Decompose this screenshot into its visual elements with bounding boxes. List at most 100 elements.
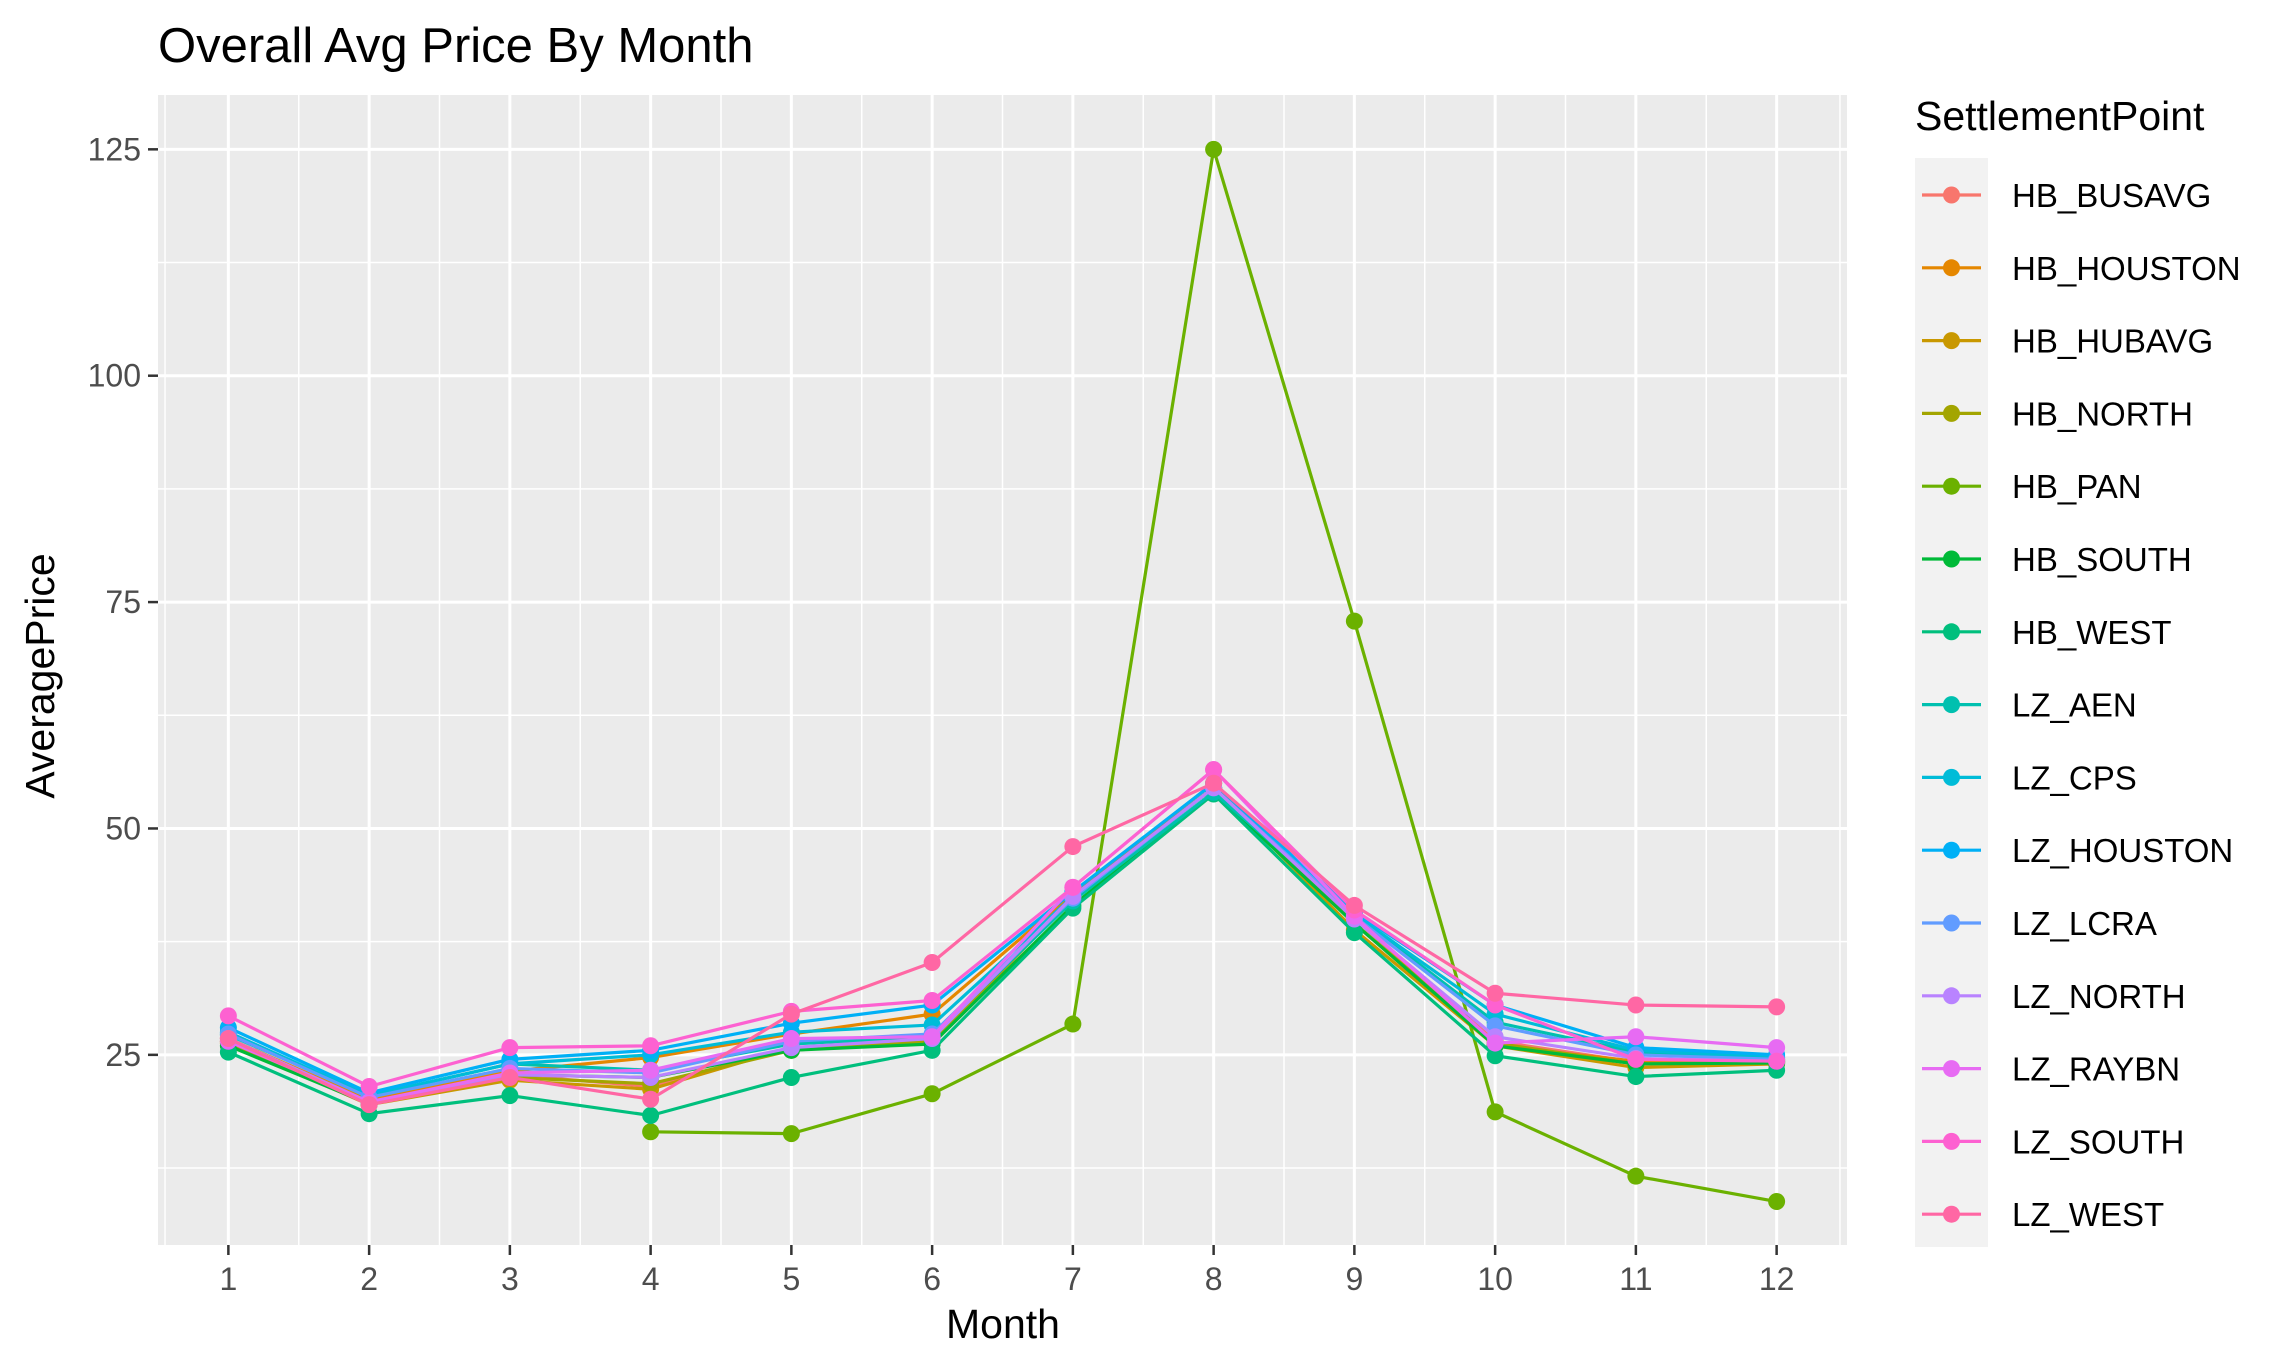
legend-item: LZ_CPS (1922, 759, 2137, 796)
legend-label: LZ_WEST (2012, 1196, 2164, 1233)
x-tick-label: 12 (1759, 1261, 1795, 1297)
y-tick-label: 100 (88, 358, 141, 394)
data-point (642, 1037, 660, 1055)
legend-key-point (1943, 404, 1960, 422)
y-axis-title: AveragePrice (17, 553, 63, 798)
legend-item: HB_HUBAVG (1922, 323, 2213, 360)
x-tick-label: 7 (1064, 1261, 1082, 1297)
data-point (360, 1078, 378, 1096)
legend-label: LZ_HOUSTON (2012, 832, 2233, 869)
legend-key-point (1943, 768, 1960, 786)
data-point (642, 1123, 660, 1141)
legend-label: LZ_AEN (2012, 687, 2137, 724)
data-point (1205, 774, 1223, 792)
data-point (1627, 1028, 1645, 1046)
x-tick-label: 10 (1477, 1261, 1513, 1297)
legend-key-point (1943, 623, 1960, 641)
legend-key-point (1943, 696, 1960, 714)
data-point (1205, 761, 1223, 779)
data-point (360, 1096, 378, 1114)
series-layer (219, 140, 1786, 1211)
legend-key-point (1943, 1060, 1960, 1078)
data-point (782, 1005, 800, 1023)
series-line (227, 781, 1777, 1107)
data-point (1627, 996, 1645, 1014)
x-axis: 1 2 3 4 5 6 7 8 9 10 11 12 (219, 1245, 1794, 1297)
chart-title: Overall Avg Price By Month (158, 19, 754, 73)
legend-label: HB_HOUSTON (2012, 250, 2241, 287)
data-point (1627, 1167, 1645, 1185)
legend-key-point (1943, 550, 1960, 568)
data-point (1486, 1103, 1504, 1121)
legend-item: LZ_LCRA (1922, 905, 2157, 942)
legend-key-point (1943, 914, 1960, 932)
data-point (1345, 896, 1363, 914)
legend-label: LZ_SOUTH (2012, 1123, 2184, 1160)
x-tick-label: 1 (219, 1261, 237, 1297)
legend-item: HB_WEST (1922, 614, 2172, 651)
legend-item: HB_NORTH (1922, 395, 2193, 432)
data-point (1627, 1050, 1645, 1068)
legend-title: SettlementPoint (1915, 93, 2205, 139)
series-line (227, 768, 1777, 1104)
legend-item: HB_HOUSTON (1922, 250, 2241, 287)
series-line (227, 781, 1777, 1095)
data-point (1205, 140, 1223, 158)
data-point (923, 1028, 941, 1046)
series-line (227, 792, 1777, 1118)
legend-key-point (1943, 1205, 1960, 1223)
x-axis-title: Month (946, 1301, 1060, 1347)
legend-item: LZ_NORTH (1922, 978, 2186, 1015)
legend-label: HB_PAN (2012, 468, 2142, 505)
data-point (642, 1107, 660, 1125)
data-point (1768, 998, 1786, 1016)
legend-item: HB_PAN (1922, 468, 2142, 505)
legend-label: LZ_NORTH (2012, 978, 2186, 1015)
legend-label: HB_NORTH (2012, 395, 2193, 432)
legend-items: HB_BUSAVG HB_HOUSTON HB_HUBAVG HB_NORTH HB_P… (1922, 177, 2241, 1233)
legend-item: LZ_HOUSTON (1922, 832, 2233, 869)
data-point (501, 1087, 519, 1105)
data-point (1486, 1047, 1504, 1065)
y-tick-label: 25 (105, 1037, 141, 1073)
data-point (1486, 1034, 1504, 1052)
legend-label: LZ_RAYBN (2012, 1051, 2180, 1088)
data-point (219, 1030, 237, 1048)
x-tick-label: 4 (642, 1261, 660, 1297)
legend-item: LZ_SOUTH (1922, 1123, 2184, 1160)
legend-key-point (1943, 987, 1960, 1005)
data-point (1064, 1015, 1082, 1033)
data-point (923, 1085, 941, 1103)
legend-key-point (1943, 841, 1960, 859)
y-tick-label: 75 (105, 584, 141, 620)
data-point (1627, 1068, 1645, 1086)
data-point (501, 1068, 519, 1086)
x-tick-label: 6 (923, 1261, 941, 1297)
data-point (1064, 878, 1082, 896)
legend-label: HB_SOUTH (2012, 541, 2192, 578)
legend-item: LZ_AEN (1922, 687, 2137, 724)
data-point (1345, 924, 1363, 942)
series-line (227, 768, 1777, 1089)
x-tick-label: 11 (1619, 1261, 1652, 1297)
x-tick-label: 9 (1345, 1261, 1363, 1297)
data-point (1768, 1193, 1786, 1211)
legend-item: HB_BUSAVG (1922, 177, 2211, 214)
series-hb-pan (642, 140, 1786, 1211)
legend-key-point (1943, 259, 1960, 277)
y-axis: 25 50 75 100 125 (88, 131, 158, 1073)
legend-label: HB_BUSAVG (2012, 177, 2211, 214)
y-tick-label: 50 (105, 810, 141, 846)
legend-item: LZ_RAYBN (1922, 1051, 2180, 1088)
data-point (782, 1068, 800, 1086)
x-tick-label: 5 (782, 1261, 800, 1297)
data-point (1064, 838, 1082, 856)
data-point (923, 953, 941, 971)
data-point (1768, 1052, 1786, 1070)
y-tick-label: 125 (88, 131, 141, 167)
data-point (1486, 984, 1504, 1002)
data-point (782, 1125, 800, 1143)
legend-key-point (1943, 332, 1960, 350)
